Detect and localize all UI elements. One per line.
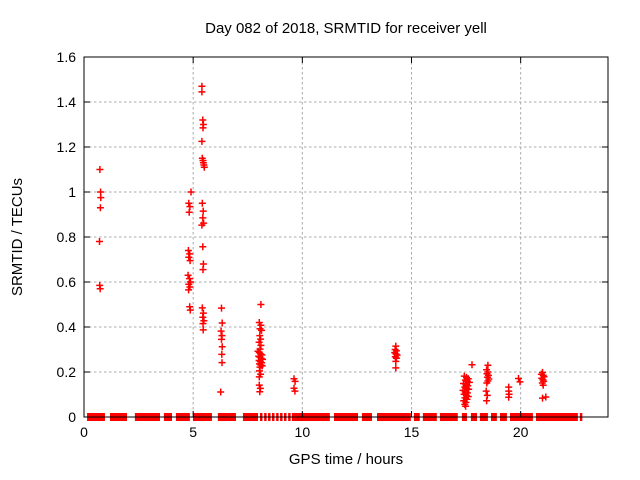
tick-marks [83, 56, 608, 418]
x-tick-label: 10 [295, 424, 311, 440]
grid-layer [84, 57, 608, 417]
axes-border [83, 56, 609, 418]
y-tick-label: 0.8 [57, 229, 77, 245]
x-axis-label: GPS time / hours [289, 451, 403, 468]
x-tick-labels: 0 5 10 15 20 [80, 424, 529, 440]
x-tick-label: 0 [80, 424, 88, 440]
y-tick-label: 0 [68, 409, 76, 425]
y-tick-label: 0.2 [57, 364, 77, 380]
y-tick-label: 1 [68, 184, 76, 200]
data-points-layer [96, 82, 550, 410]
x-tick-label: 20 [513, 424, 529, 440]
y-tick-label: 1.6 [57, 49, 77, 65]
chart-title: Day 082 of 2018, SRMTID for receiver yel… [205, 20, 487, 37]
x-tick-label: 5 [189, 424, 197, 440]
scatter-markers [96, 82, 550, 410]
y-tick-labels: 0 0.2 0.4 0.6 0.8 1 1.2 1.4 1.6 [57, 49, 77, 425]
y-tick-label: 1.4 [57, 94, 77, 110]
y-tick-label: 0.4 [57, 319, 77, 335]
y-axis-label: SRMTID / TECUs [9, 178, 26, 296]
y-tick-label: 0.6 [57, 274, 77, 290]
y-tick-label: 1.2 [57, 139, 77, 155]
x-tick-label: 15 [404, 424, 420, 440]
